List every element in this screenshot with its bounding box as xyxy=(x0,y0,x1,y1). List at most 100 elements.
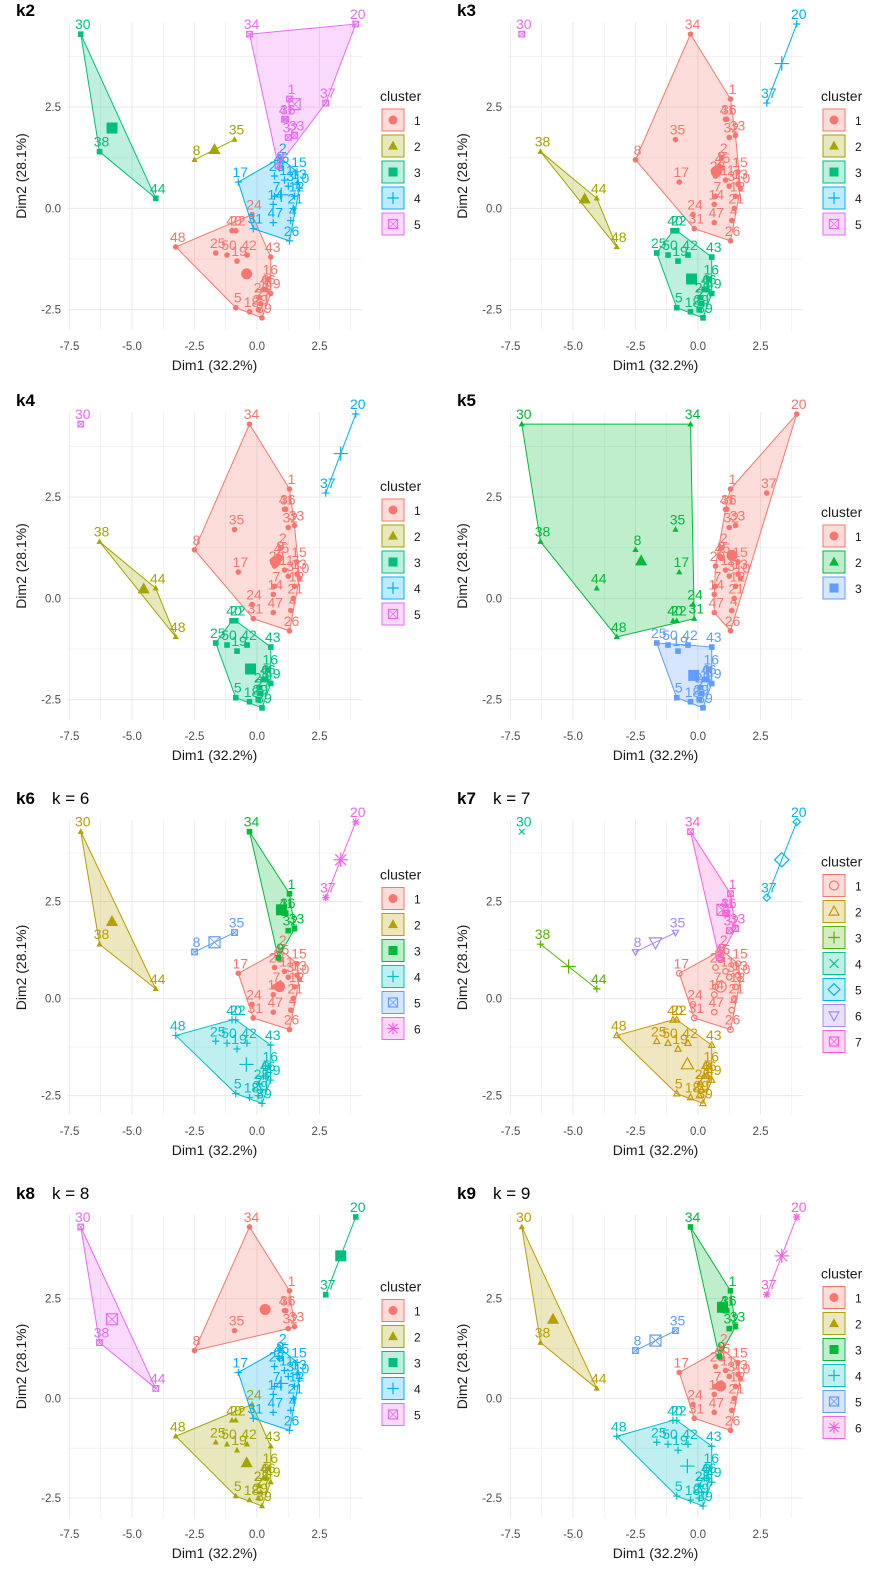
point-label: 7 xyxy=(714,969,722,985)
point-label: 1 xyxy=(729,471,737,487)
point-label: 14 xyxy=(267,1376,283,1392)
cluster-plot-k8: k8 k = 8 -7.5 -5.0 -2.5 0.0 2.5 -2.5 0.0 2.5 Dim1 … xyxy=(0,1175,441,1578)
data-point xyxy=(673,694,680,701)
point-label: 37 xyxy=(320,475,336,491)
legend-key-3: 3 xyxy=(822,1338,862,1361)
point-label: 2 xyxy=(720,530,728,546)
point-label: 7 xyxy=(273,178,281,194)
data-point xyxy=(293,1370,301,1379)
point-label: 40 xyxy=(667,1402,683,1418)
data-point xyxy=(250,615,257,622)
data-point xyxy=(229,617,235,624)
data-point xyxy=(290,1382,299,1391)
point-label: 22 xyxy=(671,213,687,229)
data-point xyxy=(322,99,330,107)
legend-label: 1 xyxy=(414,504,421,518)
point-label: 15 xyxy=(291,946,307,962)
legend-label: 6 xyxy=(855,1010,862,1024)
data-point xyxy=(518,420,525,427)
data-point xyxy=(735,181,741,187)
point-label: 39 xyxy=(697,1085,713,1101)
point-label: 19 xyxy=(672,1432,688,1448)
legend-symbol xyxy=(387,1409,399,1420)
data-point xyxy=(246,828,253,835)
y-tick-label: 2.5 xyxy=(486,897,502,909)
point-label: 42 xyxy=(241,1426,257,1442)
data-point xyxy=(696,306,703,313)
data-point xyxy=(675,969,683,977)
data-point xyxy=(287,216,295,225)
point-label: 22 xyxy=(230,603,246,619)
point-label: 43 xyxy=(706,239,722,255)
point-label: 36 xyxy=(280,1293,296,1309)
point-label: 21 xyxy=(287,1380,303,1396)
y-tick-label: 2.5 xyxy=(45,897,61,909)
point-label: 7 xyxy=(273,568,281,584)
data-point xyxy=(652,1036,661,1045)
point-label: 33 xyxy=(730,911,746,927)
data-point xyxy=(734,960,742,968)
point-label: 45 xyxy=(274,150,290,166)
y-axis-label: Dim2 (28.1%) xyxy=(13,133,29,219)
point-label: 48 xyxy=(611,1017,627,1033)
data-point xyxy=(727,1287,734,1294)
point-label: 31 xyxy=(247,1000,263,1016)
point-label: 22 xyxy=(671,1002,687,1018)
point-label: 13 xyxy=(291,166,307,182)
data-point xyxy=(152,195,159,202)
data-point xyxy=(291,132,298,139)
point-label: 30 xyxy=(516,406,532,422)
data-point xyxy=(275,164,284,172)
data-point xyxy=(224,642,230,648)
point-label: 1 xyxy=(288,471,296,487)
point-label: 40 xyxy=(667,213,683,229)
legend-key-6: 6 xyxy=(822,1004,862,1027)
data-point xyxy=(703,286,710,293)
point-label: 22 xyxy=(230,1402,246,1418)
data-point xyxy=(77,1223,85,1231)
data-point xyxy=(691,1415,698,1422)
data-point xyxy=(676,179,683,185)
data-point xyxy=(234,648,240,654)
point-label: 9 xyxy=(717,1339,725,1355)
data-point xyxy=(705,1061,714,1070)
data-point xyxy=(763,99,771,107)
legend-key-6: 6 xyxy=(381,1017,421,1040)
x-tick-label: 0.0 xyxy=(249,731,265,743)
point-label: 43 xyxy=(265,1027,281,1043)
data-point xyxy=(243,1440,251,1447)
x-tick-label: -5.0 xyxy=(563,1529,583,1541)
legend-key-3: 3 xyxy=(381,550,421,574)
point-label: 45 xyxy=(274,540,290,556)
x-tick-label: -2.5 xyxy=(626,731,646,743)
legend-key-3: 3 xyxy=(381,939,421,962)
cluster-hull-1 xyxy=(193,1225,296,1352)
legend-symbol xyxy=(387,970,399,983)
point-label: 24 xyxy=(246,197,262,213)
data-point xyxy=(708,1442,716,1450)
legend-title: cluster xyxy=(821,1266,863,1282)
data-point xyxy=(731,595,738,602)
point-label: 45 xyxy=(715,942,731,958)
point-label: 6 xyxy=(261,271,269,287)
point-label: 36 xyxy=(280,101,296,117)
point-label: 26 xyxy=(284,223,300,239)
point-label: 21 xyxy=(287,981,303,997)
data-point xyxy=(270,192,279,200)
point-label: 45 xyxy=(274,942,290,958)
panel-tag: k7 xyxy=(457,789,476,808)
gridlines xyxy=(508,22,803,330)
data-point xyxy=(706,666,713,673)
data-point xyxy=(689,1000,697,1008)
legend-label: 2 xyxy=(414,530,421,544)
data-point xyxy=(286,628,293,634)
point-label: 17 xyxy=(232,1354,248,1370)
plot-svg: k8 k = 8 -7.5 -5.0 -2.5 0.0 2.5 -2.5 0.0 2.5 Dim1 … xyxy=(13,1184,422,1561)
data-point xyxy=(258,1099,266,1107)
point-label: 48 xyxy=(170,1418,186,1434)
point-label: 31 xyxy=(247,211,263,227)
legend-label: 2 xyxy=(414,1331,421,1345)
point-label: 15 xyxy=(732,946,748,962)
legend-symbol xyxy=(828,1396,840,1407)
